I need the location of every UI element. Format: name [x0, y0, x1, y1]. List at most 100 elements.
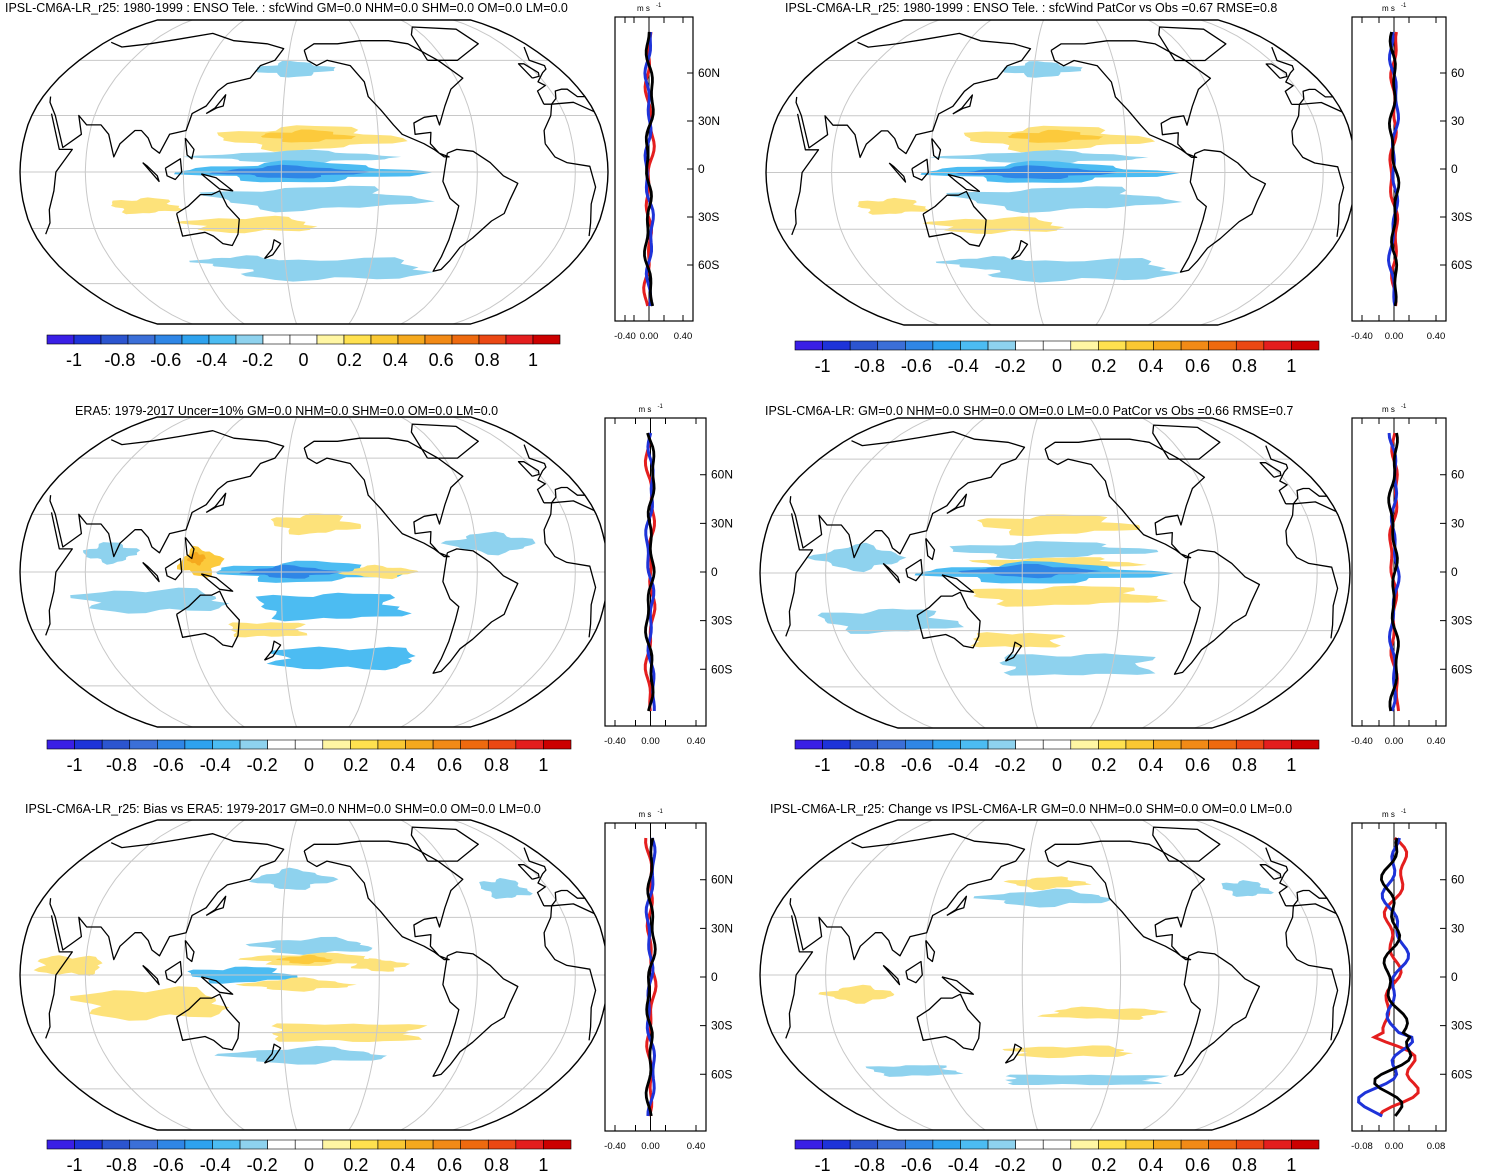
- coastline: [200, 173, 234, 192]
- colorbar-swatch: [129, 739, 158, 750]
- unit-label: m s: [1382, 405, 1395, 414]
- longitude-gridline: [280, 820, 298, 1130]
- colorbar-label: -0.4: [196, 350, 227, 370]
- colorbar-swatch: [960, 1139, 989, 1150]
- longitude-gridline: [1027, 20, 1045, 325]
- panel-model-reg: IPSL-CM6A-LR: GM=0.0 NHM=0.0 SHM=0.0 OM=…: [759, 404, 1472, 775]
- colorbar-swatch: [1263, 340, 1292, 351]
- colorbar-label: -0.4: [948, 755, 979, 775]
- profile-lat-label: 30: [1451, 516, 1465, 530]
- colorbar-swatch: [294, 739, 324, 750]
- colorbar: -1 -0.8 -0.6 -0.4 -0.2 0 0.2 0.4 0.6 0.8 1: [794, 340, 1320, 376]
- profile-curve-red: [643, 432, 657, 712]
- profile-lat-label: 60S: [1451, 1067, 1472, 1081]
- profile-lat-label: 60N: [711, 873, 733, 887]
- profile-lat-label: 30S: [698, 210, 719, 224]
- coastline: [789, 833, 1327, 961]
- panel-bias: IPSL-CM6A-LR_r25: Bias vs ERA5: 1979-201…: [19, 802, 733, 1173]
- colorbar-label: 0.6: [1185, 1155, 1210, 1173]
- profile-lat-label: 30N: [698, 114, 720, 128]
- colorbar-label: 0.4: [383, 350, 408, 370]
- colorbar-label: -0.2: [242, 350, 273, 370]
- profile-curve-blue: [644, 837, 657, 1117]
- profile-curve-black: [643, 31, 655, 307]
- colorbar-label: -0.2: [995, 356, 1026, 376]
- colorbar-swatch: [239, 1139, 268, 1150]
- profile-frame: [604, 417, 707, 727]
- longitude-gridline: [280, 417, 298, 727]
- colorbar-label: -0.6: [901, 356, 932, 376]
- coastline: [184, 137, 195, 160]
- anomaly-region: [70, 986, 230, 1021]
- panel-title: ERA5: 1979-2017 Uncer=10% GM=0.0 NHM=0.0…: [75, 404, 498, 418]
- panel-model-patcor: IPSL-CM6A-LR_r25: 1980-1999 : ENSO Tele.…: [765, 1, 1472, 376]
- colorbar-label: -1: [815, 755, 831, 775]
- anomaly-region: [248, 867, 339, 890]
- coastline: [184, 537, 195, 560]
- longitude-gridline: [452, 417, 576, 727]
- colorbar-swatch: [1263, 1139, 1292, 1150]
- profile-x-label: 0.00: [641, 736, 660, 747]
- profile-curve-blue: [1357, 837, 1415, 1118]
- coastline: [263, 640, 282, 661]
- colorbar: -1 -0.8 -0.6 -0.4 -0.2 0 0.2 0.4 0.6 0.8 1: [46, 739, 572, 775]
- colorbar-swatch: [74, 739, 103, 750]
- colorbar-swatch: [1180, 739, 1209, 750]
- colorbar-label: 0: [1052, 356, 1062, 376]
- anomaly-region: [806, 542, 907, 573]
- longitude-gridline: [182, 417, 245, 727]
- coastline: [1010, 239, 1029, 260]
- unit-label: m s: [639, 810, 652, 819]
- longitude-gridline: [182, 820, 245, 1130]
- colorbar-label: -0.8: [104, 350, 135, 370]
- colorbar-swatch: [397, 334, 426, 345]
- coastline: [205, 94, 227, 115]
- longitude-gridline: [831, 20, 940, 325]
- colorbar-swatch: [1015, 1139, 1044, 1150]
- anomaly-region: [928, 150, 1149, 165]
- anomaly-region: [1002, 1045, 1134, 1059]
- coastline: [49, 833, 585, 961]
- coastline: [1173, 951, 1261, 1077]
- profile-x-label: -0.40: [1351, 736, 1373, 747]
- coastline: [410, 423, 479, 459]
- colorbar-swatch: [129, 1139, 158, 1150]
- colorbar-label: -0.4: [948, 1155, 979, 1173]
- profile-x-label: 0.00: [1385, 1141, 1404, 1152]
- unit-label: m s: [1382, 810, 1395, 819]
- colorbar-swatch: [74, 1139, 103, 1150]
- colorbar-label: 0.6: [429, 350, 454, 370]
- profile-frame: [1351, 16, 1447, 322]
- colorbar-swatch: [460, 739, 489, 750]
- colorbar-swatch: [1042, 1139, 1072, 1150]
- colorbar-swatch: [432, 739, 461, 750]
- unit-exponent: -1: [656, 3, 662, 9]
- colorbar-label: -0.6: [901, 755, 932, 775]
- colorbar-swatch: [478, 334, 507, 345]
- colorbar-label: -1: [815, 356, 831, 376]
- coastline: [263, 1043, 282, 1064]
- longitude-gridline: [348, 820, 380, 1130]
- colorbar-label: -1: [66, 350, 82, 370]
- colorbar-label: -0.6: [153, 1155, 184, 1173]
- colorbar-swatch: [73, 334, 102, 345]
- coastline: [49, 32, 585, 158]
- colorbar-label: -0.8: [854, 1155, 885, 1173]
- colorbar-label: 0: [1052, 1155, 1062, 1173]
- coastline: [142, 162, 160, 183]
- anomaly-region: [970, 585, 1169, 607]
- colorbar-swatch: [294, 1139, 324, 1150]
- profile-curve-black: [644, 837, 657, 1117]
- colorbar-label: -1: [815, 1155, 831, 1173]
- anomaly-region: [976, 514, 1141, 537]
- coastline: [1173, 549, 1261, 675]
- colorbar-label: 0.8: [484, 755, 509, 775]
- profile-lat-label: 30S: [1451, 1019, 1472, 1033]
- colorbar-label: 0.4: [390, 755, 415, 775]
- colorbar-swatch: [322, 739, 351, 750]
- colorbar-swatch: [877, 1139, 906, 1150]
- profile-lat-label: 0: [711, 970, 718, 984]
- coastline: [1152, 424, 1221, 460]
- coastline: [45, 903, 597, 1041]
- coastline: [795, 32, 1333, 159]
